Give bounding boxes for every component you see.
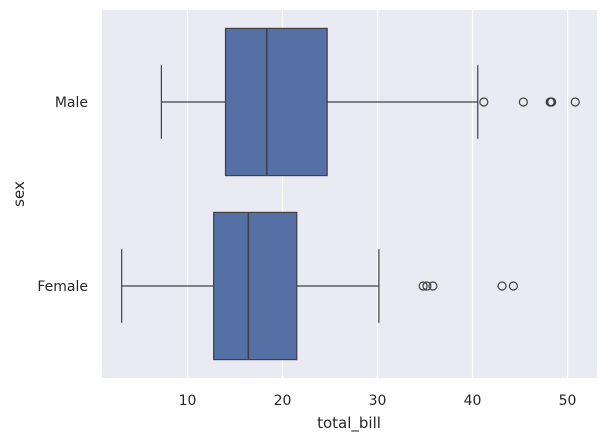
- x-tick-label: 20: [274, 393, 292, 409]
- outlier-point: [428, 281, 438, 291]
- x-axis-label: total_bill: [317, 414, 381, 433]
- box-iqr: [213, 211, 298, 361]
- outlier-point: [418, 281, 428, 291]
- outlier-point: [518, 97, 528, 107]
- y-tick-label: Female: [37, 279, 88, 295]
- outlier-point: [479, 97, 489, 107]
- y-axis-label: sex: [10, 181, 28, 207]
- x-tick-label: 50: [559, 393, 577, 409]
- outlier-point: [497, 281, 507, 291]
- outlier-point: [547, 97, 557, 107]
- x-axis-ticks: 10 20 30 40 50: [179, 393, 577, 409]
- plot-area: [102, 10, 597, 378]
- box-iqr: [224, 27, 328, 177]
- x-tick-label: 40: [464, 393, 482, 409]
- outlier-point: [422, 281, 432, 291]
- boxes-layer: [121, 27, 580, 361]
- x-tick-label: 10: [179, 393, 197, 409]
- outlier-point: [508, 281, 518, 291]
- x-tick-label: 30: [369, 393, 387, 409]
- y-tick-label: Male: [55, 95, 88, 111]
- y-axis-ticks: Male Female: [37, 95, 88, 295]
- outlier-point: [570, 97, 580, 107]
